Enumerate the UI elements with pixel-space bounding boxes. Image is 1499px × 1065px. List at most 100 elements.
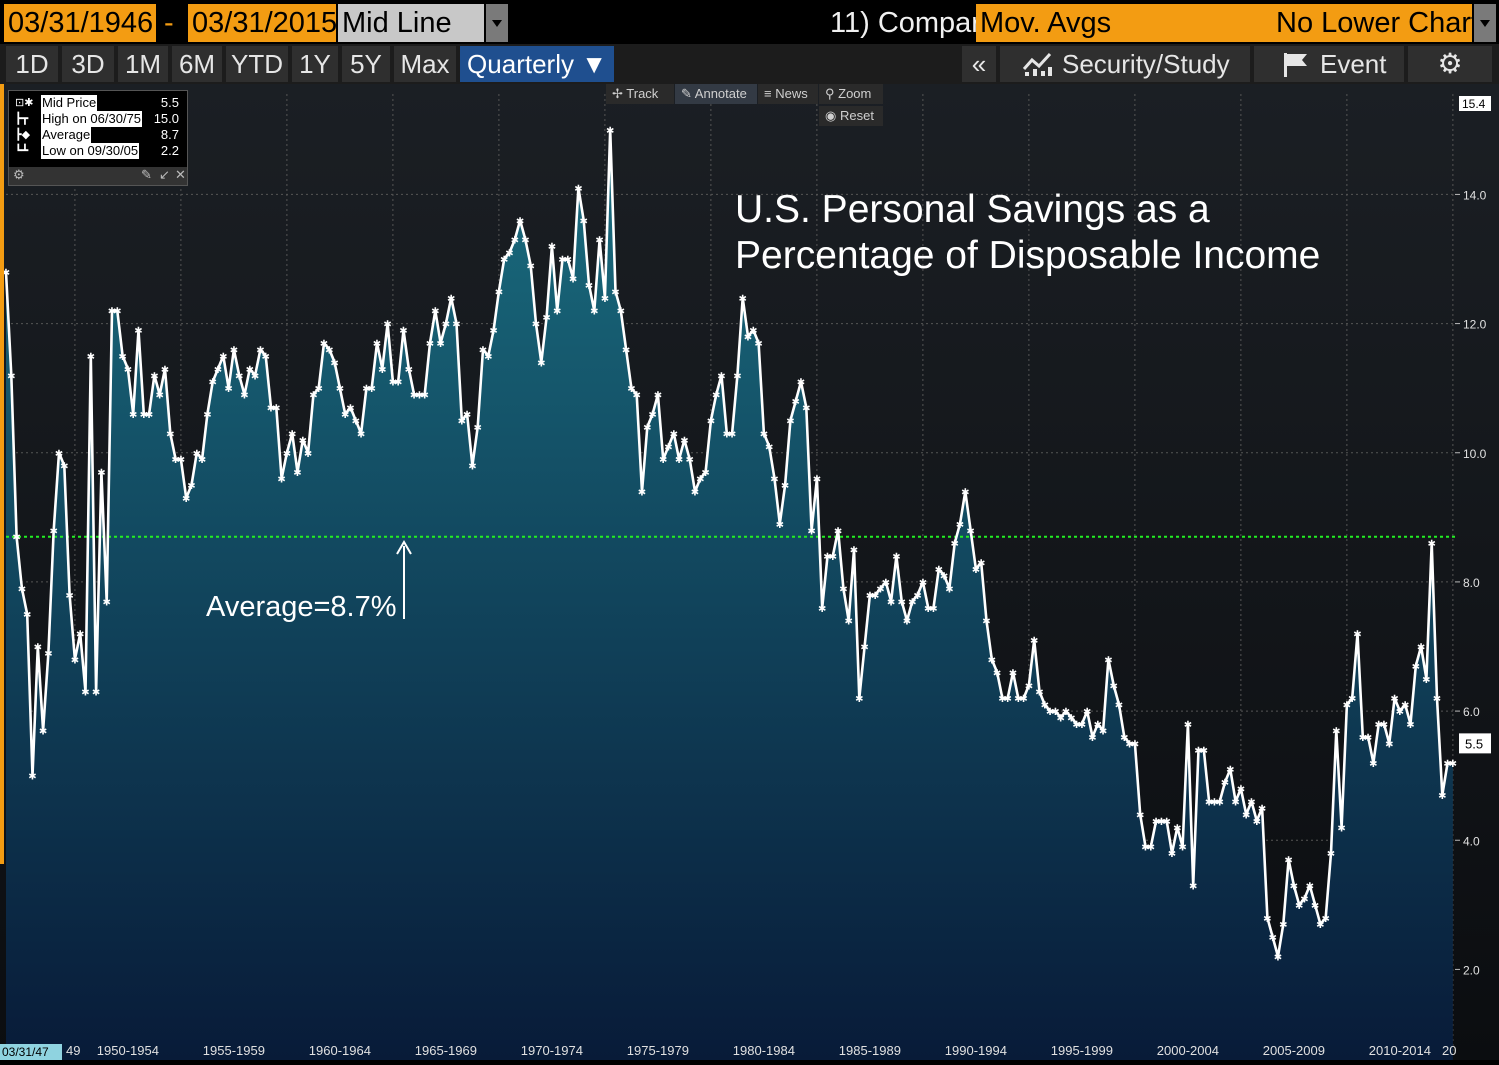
data-point-marker: ✱ xyxy=(240,391,248,402)
data-point-marker: ✱ xyxy=(966,526,974,537)
data-point-marker: ✱ xyxy=(224,384,232,395)
data-point-marker: ✱ xyxy=(304,449,312,460)
range-3d-button[interactable]: 3D xyxy=(62,46,114,82)
data-point-marker: ✱ xyxy=(1200,746,1208,757)
data-point-marker: ✱ xyxy=(373,339,381,350)
data-point-marker: ✱ xyxy=(1136,810,1144,821)
legend-label: Average xyxy=(41,127,92,143)
range-1y-button[interactable]: 1Y xyxy=(292,46,338,82)
data-point-marker: ✱ xyxy=(60,462,68,473)
collapse-button[interactable]: « xyxy=(962,46,996,82)
average-arrow xyxy=(396,540,412,619)
compare-label[interactable]: 11) Compare xyxy=(830,7,998,39)
range-ytd-button[interactable]: YTD xyxy=(226,46,288,82)
data-point-marker: ✱ xyxy=(585,281,593,292)
data-point-marker: ✱ xyxy=(378,365,386,376)
data-point-marker: ✱ xyxy=(309,391,317,402)
news-icon: ≡ xyxy=(764,86,776,101)
data-point-marker: ✱ xyxy=(97,468,105,479)
news-label: News xyxy=(775,86,808,101)
data-point-marker: ✱ xyxy=(473,423,481,434)
track-tool[interactable]: ✢ Track xyxy=(606,84,674,104)
data-point-marker: ✱ xyxy=(1321,914,1329,925)
data-point-marker: ✱ xyxy=(1253,817,1261,828)
event-button[interactable]: Event xyxy=(1254,46,1404,82)
data-point-marker: ✱ xyxy=(1306,881,1314,892)
data-point-marker: ✱ xyxy=(866,591,874,602)
data-point-marker: ✱ xyxy=(617,307,625,318)
legend-gear-icon[interactable]: ⚙ xyxy=(13,167,25,182)
chart-style-dropdown-icon[interactable] xyxy=(486,4,508,42)
data-point-marker: ✱ xyxy=(118,352,126,363)
compare-mov-avgs-field[interactable]: Mov. Avgs xyxy=(976,4,1272,42)
chart-area[interactable]: ✱ ✱ ✱ ✱ ✱ ✱ ✱ ✱ ✱ ✱ ✱ ✱ ✱ ✱ ✱ ✱ ✱ ✱ ✱ ✱ ✱ ✱ ✱ ✱ ✱ ✱ ✱ ✱ ✱ ✱ ✱ ✱ ✱ ✱ ✱ ✱ ✱ ✱ ✱ ✱… xyxy=(0,84,1499,1065)
data-point-marker: ✱ xyxy=(1009,668,1017,679)
data-point-marker: ✱ xyxy=(1221,778,1229,789)
data-point-marker: ✱ xyxy=(463,410,471,421)
data-point-marker: ✱ xyxy=(1194,746,1202,757)
data-point-marker: ✱ xyxy=(394,378,402,389)
data-point-marker: ✱ xyxy=(797,378,805,389)
range-6m-button[interactable]: 6M xyxy=(172,46,222,82)
data-point-marker: ✱ xyxy=(203,410,211,421)
security-study-button[interactable]: Security/Study xyxy=(1000,46,1250,82)
data-point-marker: ✱ xyxy=(1056,714,1064,725)
data-point-marker: ✱ xyxy=(1390,694,1398,705)
data-point-marker: ✱ xyxy=(346,404,354,415)
data-point-marker: ✱ xyxy=(1035,688,1043,699)
range-1d-button[interactable]: 1D xyxy=(6,46,58,82)
y-tick-label: 14.0 xyxy=(1463,188,1487,202)
data-point-marker: ✱ xyxy=(1300,894,1308,905)
legend-shrink-icon[interactable]: ↙ xyxy=(159,167,170,182)
legend-value: 2.2 xyxy=(160,143,179,158)
annotate-tool[interactable]: ✎ Annotate xyxy=(675,84,757,104)
data-point-marker: ✱ xyxy=(219,352,227,363)
data-point-marker: ✱ xyxy=(935,565,943,576)
start-date-field[interactable]: 03/31/1946 xyxy=(4,4,156,42)
data-point-marker: ✱ xyxy=(357,429,365,440)
end-date-field[interactable]: 03/31/2015 xyxy=(188,4,336,42)
range-max-button[interactable]: Max xyxy=(394,46,456,82)
data-point-marker: ✱ xyxy=(749,326,757,337)
range-5y-button[interactable]: 5Y xyxy=(342,46,390,82)
data-point-marker: ✱ xyxy=(458,416,466,427)
data-point-marker: ✱ xyxy=(330,358,338,369)
period-quarterly-select[interactable]: Quarterly ▼ xyxy=(460,46,614,82)
data-point-marker: ✱ xyxy=(1427,539,1435,550)
news-tool[interactable]: ≡ News xyxy=(758,84,818,104)
data-point-marker: ✱ xyxy=(431,307,439,318)
flag-icon xyxy=(1284,53,1307,77)
data-point-marker: ✱ xyxy=(76,630,84,641)
chart-style-select[interactable]: Mid Line xyxy=(338,4,484,42)
data-point-marker: ✱ xyxy=(272,404,280,415)
current-value-label: 5.5 xyxy=(1465,736,1483,751)
settings-button[interactable]: ⚙ xyxy=(1408,46,1492,82)
data-point-marker: ✱ xyxy=(81,688,89,699)
legend-row-low: ┗┻ Low on 09/30/05 2.2 xyxy=(11,143,185,159)
chart-legend[interactable]: ⊡✱ Mid Price 5.5 ┣┳ High on 06/30/75 15.… xyxy=(8,90,188,186)
data-point-marker: ✱ xyxy=(1099,726,1107,737)
data-point-marker: ✱ xyxy=(352,416,360,427)
legend-close-icon[interactable]: ✕ xyxy=(175,167,186,182)
data-point-marker: ✱ xyxy=(1104,655,1112,666)
data-point-marker: ✱ xyxy=(908,597,916,608)
data-point-marker: ✱ xyxy=(367,384,375,395)
reset-tool[interactable]: ◉ Reset xyxy=(819,106,883,126)
lower-chart-dropdown-icon[interactable] xyxy=(1474,4,1496,42)
legend-pin-icon[interactable]: ✎ xyxy=(141,167,152,182)
data-point-marker: ✱ xyxy=(675,455,683,466)
data-point-marker: ✱ xyxy=(500,255,508,266)
legend-high-icon: ┣┳ xyxy=(15,113,29,125)
legend-value: 8.7 xyxy=(160,127,179,142)
x-tick-label: 1950-1954 xyxy=(97,1043,159,1058)
savings-chart[interactable]: ✱ ✱ ✱ ✱ ✱ ✱ ✱ ✱ ✱ ✱ ✱ ✱ ✱ ✱ ✱ ✱ ✱ ✱ ✱ ✱ ✱ ✱ ✱ ✱ ✱ ✱ ✱ ✱ ✱ ✱ ✱ ✱ ✱ ✱ ✱ ✱ ✱ ✱ ✱ ✱… xyxy=(0,84,1499,1065)
data-point-marker: ✱ xyxy=(855,694,863,705)
range-1m-button[interactable]: 1M xyxy=(118,46,168,82)
data-point-marker: ✱ xyxy=(537,358,545,369)
y-top-label-box xyxy=(1459,96,1491,111)
data-point-marker: ✱ xyxy=(532,320,540,331)
data-point-marker: ✱ xyxy=(92,688,100,699)
lower-chart-select[interactable]: No Lower Chart xyxy=(1272,4,1472,42)
zoom-tool[interactable]: ⚲ Zoom xyxy=(819,84,883,104)
data-point-marker: ✱ xyxy=(251,371,259,382)
